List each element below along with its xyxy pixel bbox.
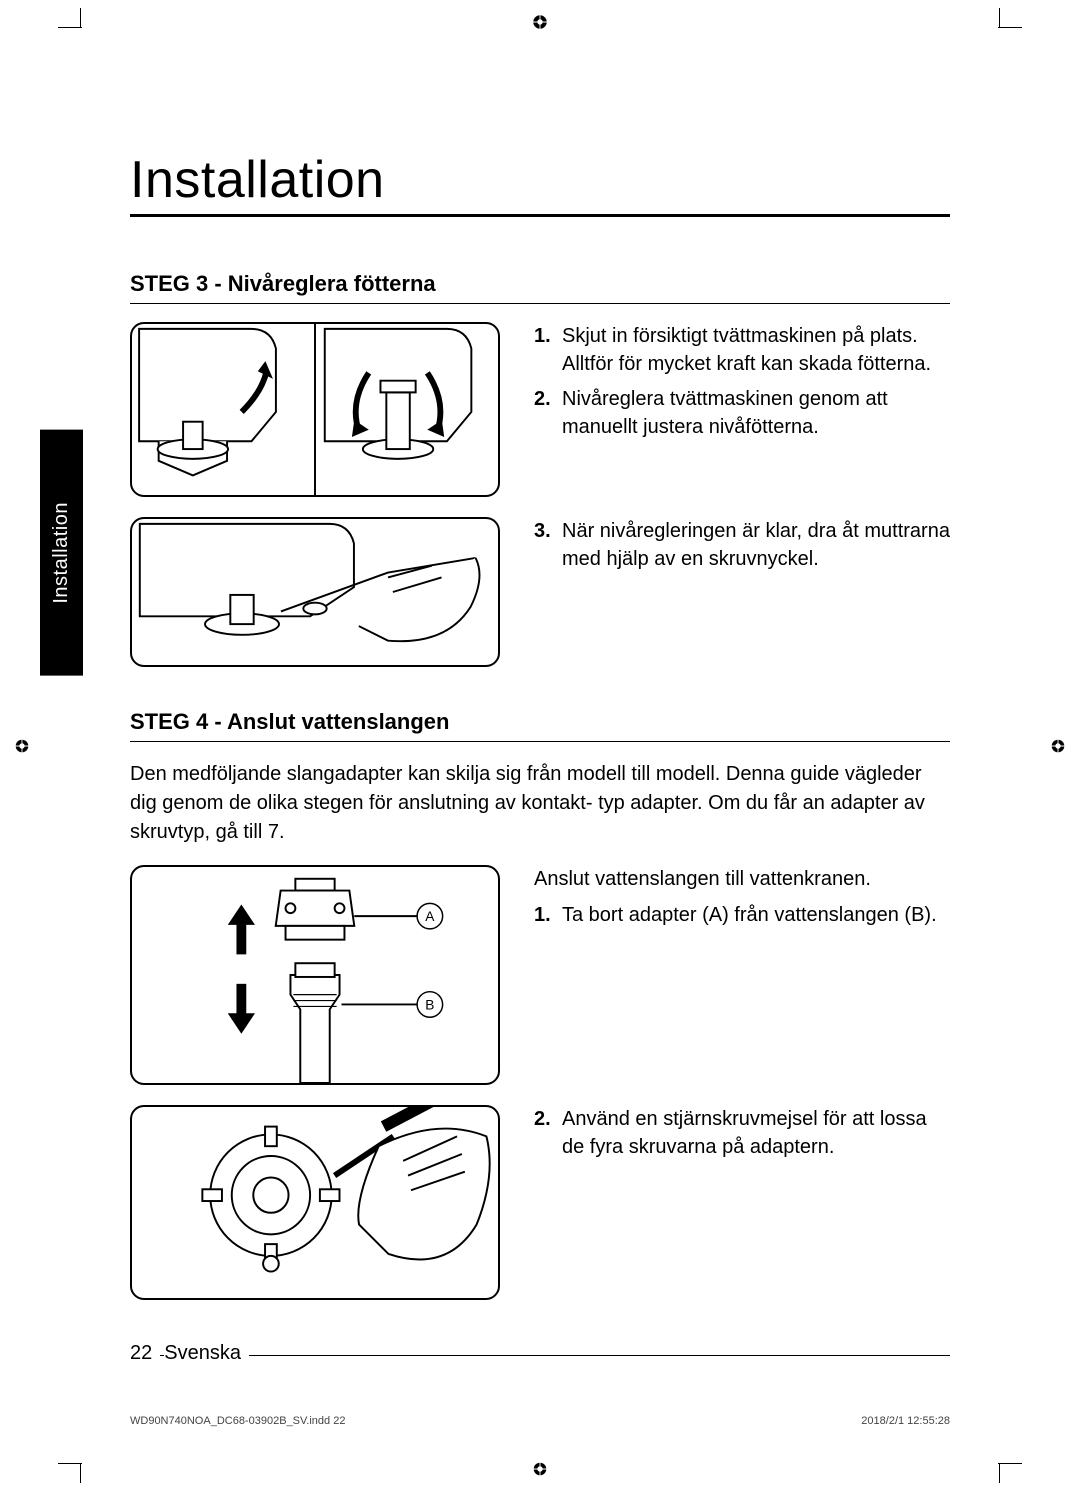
step3-text-a: 1.Skjut in försiktigt tvättmaskinen på p… [534, 322, 950, 497]
callout-b: B [425, 997, 434, 1012]
side-tab: Installation [40, 430, 83, 676]
crop-mark [58, 1463, 82, 1464]
print-metadata: WD90N740NOA_DC68-03902B_SV.indd 22 2018/… [130, 1415, 950, 1427]
illustration-loosen-screws [130, 1105, 500, 1300]
page-footer: 22 Svenska [130, 1355, 950, 1365]
item-number: 3. [534, 517, 562, 574]
item-number: 2. [534, 385, 562, 442]
item-text: Ta bort adapter (A) från vattenslangen (… [562, 901, 937, 929]
list-item: 1.Skjut in försiktigt tvättmaskinen på p… [534, 322, 950, 379]
item-number: 1. [534, 322, 562, 379]
step4-block-a: A B Anslut vattenslangen till vattenkran… [130, 865, 950, 1085]
list-item: 3.När nivåregleringen är klar, dra åt mu… [534, 517, 950, 574]
illustration-hose-adapter: A B [130, 865, 500, 1085]
crop-mark [80, 8, 81, 28]
page-language: Svenska [164, 1342, 249, 1365]
step4-text-a: Anslut vattenslangen till vattenkranen. … [534, 865, 950, 1085]
crop-mark [999, 8, 1000, 28]
item-number: 1. [534, 901, 562, 929]
list-item: 2.Använd en stjärnskruvmejsel för att lo… [534, 1105, 950, 1162]
illustration-tighten-nuts [130, 517, 500, 667]
crop-mark [58, 27, 82, 28]
step3-block-b: 3.När nivåregleringen är klar, dra åt mu… [130, 517, 950, 667]
registration-mark-icon [1048, 736, 1068, 756]
item-number: 2. [534, 1105, 562, 1162]
crop-mark [999, 1463, 1000, 1483]
page-title: Installation [130, 150, 950, 217]
print-timestamp: 2018/2/1 12:55:28 [861, 1415, 950, 1427]
callout-a: A [425, 909, 435, 924]
crop-mark [998, 27, 1022, 28]
item-text: Skjut in försiktigt tvättmaskinen på pla… [562, 322, 950, 379]
step4-intro: Den medföljande slangadapter kan skilja … [130, 760, 950, 847]
step4-text-b: 2.Använd en stjärnskruvmejsel för att lo… [534, 1105, 950, 1300]
item-text: Nivåreglera tvättmaskinen genom att manu… [562, 385, 950, 442]
registration-mark-icon [530, 12, 550, 32]
page: Installation Installation STEG 3 - Nivår… [85, 40, 995, 1451]
crop-mark [80, 1463, 81, 1483]
illustration-leveling-feet [130, 322, 500, 497]
content: Installation STEG 3 - Nivåreglera fötter… [85, 40, 995, 1300]
crop-mark [998, 1463, 1022, 1464]
print-file: WD90N740NOA_DC68-03902B_SV.indd 22 [130, 1415, 345, 1427]
step4-subheading: Anslut vattenslangen till vattenkranen. [534, 865, 950, 893]
step3-text-b: 3.När nivåregleringen är klar, dra åt mu… [534, 517, 950, 667]
step3-block-a: 1.Skjut in försiktigt tvättmaskinen på p… [130, 322, 950, 497]
item-text: När nivåregleringen är klar, dra åt mutt… [562, 517, 950, 574]
item-text: Använd en stjärnskruvmejsel för att loss… [562, 1105, 950, 1162]
registration-mark-icon [530, 1459, 550, 1479]
registration-mark-icon [12, 736, 32, 756]
step4-block-b: 2.Använd en stjärnskruvmejsel för att lo… [130, 1105, 950, 1300]
list-item: 2.Nivåreglera tvättmaskinen genom att ma… [534, 385, 950, 442]
step3-heading: STEG 3 - Nivåreglera fötterna [130, 271, 950, 304]
step4-heading: STEG 4 - Anslut vattenslangen [130, 709, 950, 742]
side-tab-label: Installation [50, 502, 72, 604]
page-number: 22 [130, 1342, 160, 1365]
list-item: 1.Ta bort adapter (A) från vattenslangen… [534, 901, 950, 929]
